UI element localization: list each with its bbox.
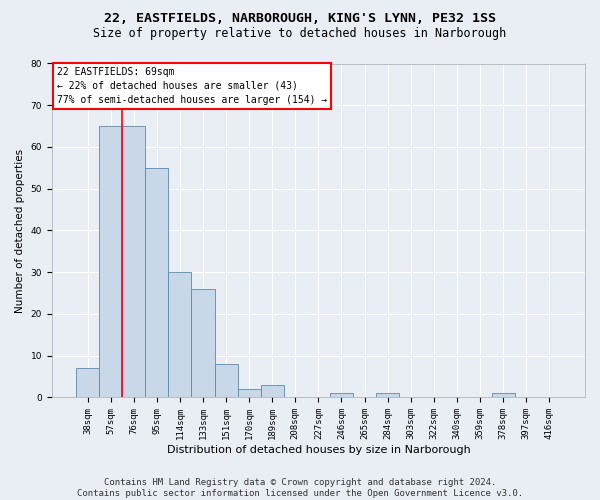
Bar xyxy=(76,368,99,398)
Bar xyxy=(215,364,238,398)
Text: Contains HM Land Registry data © Crown copyright and database right 2024.
Contai: Contains HM Land Registry data © Crown c… xyxy=(77,478,523,498)
Bar xyxy=(169,272,191,398)
Bar xyxy=(238,389,260,398)
Bar xyxy=(260,385,284,398)
Y-axis label: Number of detached properties: Number of detached properties xyxy=(15,148,25,312)
Bar xyxy=(191,289,215,398)
Text: 22 EASTFIELDS: 69sqm
← 22% of detached houses are smaller (43)
77% of semi-detac: 22 EASTFIELDS: 69sqm ← 22% of detached h… xyxy=(57,67,328,105)
Bar xyxy=(376,394,399,398)
Text: 22, EASTFIELDS, NARBOROUGH, KING'S LYNN, PE32 1SS: 22, EASTFIELDS, NARBOROUGH, KING'S LYNN,… xyxy=(104,12,496,26)
Bar xyxy=(122,126,145,398)
Bar xyxy=(145,168,169,398)
Text: Size of property relative to detached houses in Narborough: Size of property relative to detached ho… xyxy=(94,28,506,40)
X-axis label: Distribution of detached houses by size in Narborough: Distribution of detached houses by size … xyxy=(167,445,470,455)
Bar xyxy=(491,394,515,398)
Bar xyxy=(330,394,353,398)
Bar xyxy=(99,126,122,398)
